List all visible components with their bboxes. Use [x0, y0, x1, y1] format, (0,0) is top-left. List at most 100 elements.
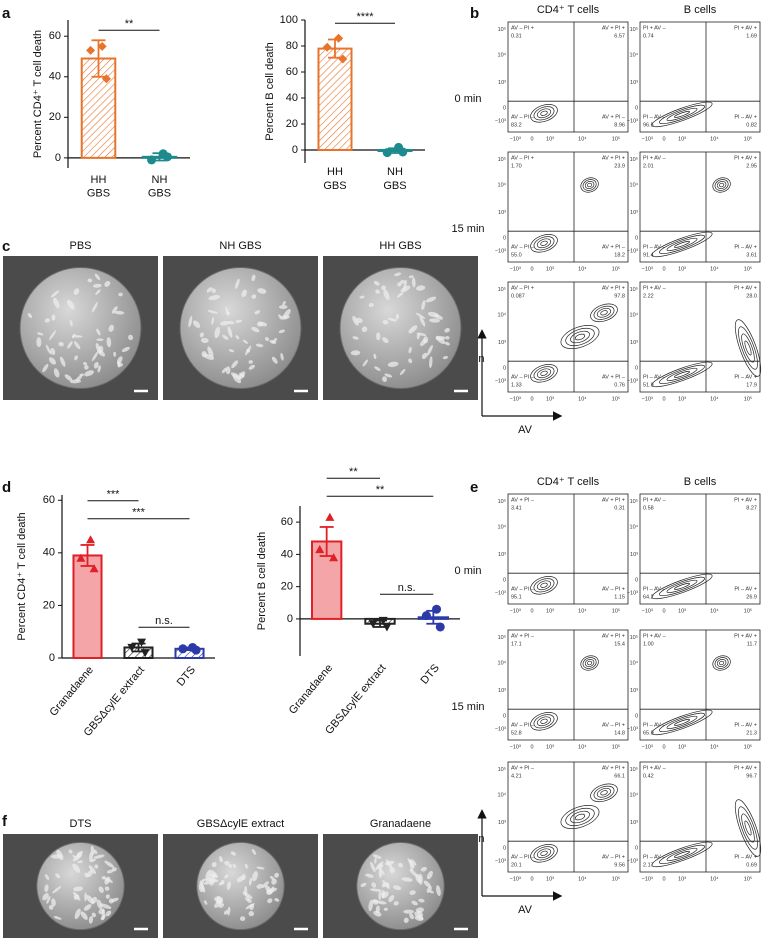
x-tick-label: 10⁵	[744, 743, 752, 750]
x-tick-label: −10³	[642, 266, 653, 272]
quadrant-label: PI + AV –	[643, 633, 667, 639]
sem-texture	[93, 849, 98, 855]
sem-texture	[383, 289, 390, 300]
y-tick-label: 0	[503, 105, 506, 111]
contour	[659, 234, 705, 254]
sem-texture	[104, 860, 115, 868]
x-tick-label: 10⁵	[612, 135, 620, 142]
x-tick-label: 10³	[546, 136, 554, 142]
sem-texture	[53, 916, 62, 920]
sem-texture	[49, 330, 57, 341]
y-tick-label: 10⁵	[630, 156, 638, 163]
y-tick-label: 0	[287, 613, 293, 625]
sem-texture	[235, 335, 240, 340]
sem-texture	[409, 913, 415, 920]
y-tick-label: 60	[49, 30, 61, 42]
sem-cell	[196, 841, 285, 931]
sem-texture	[282, 300, 286, 306]
y-tick-label: −10³	[495, 590, 506, 596]
y-tick-label: 10³	[630, 210, 638, 216]
x-tick-label: 10⁴	[710, 265, 719, 272]
y-tick-label: 20	[286, 118, 298, 130]
y-tick-label: 0	[503, 713, 506, 719]
sem-texture	[100, 914, 106, 921]
sem-texture	[244, 863, 249, 869]
quadrant-label: PI + AV +	[734, 285, 757, 291]
y-tick-label: 100	[280, 14, 298, 26]
sem-texture	[403, 917, 409, 923]
contour	[651, 231, 713, 258]
sem-texture	[88, 915, 94, 924]
sem-texture	[188, 315, 193, 328]
sem-texture	[409, 890, 416, 895]
sem-texture	[49, 357, 56, 365]
sem-texture	[211, 317, 215, 325]
x-tick-label: 10³	[678, 396, 686, 402]
sem-texture	[416, 332, 420, 340]
y-tick-label: 10⁴	[630, 659, 639, 666]
x-tick-label: 10³	[546, 744, 554, 750]
quadrant-value: 97.8	[614, 293, 625, 299]
sem-texture	[365, 873, 374, 878]
sem-texture	[421, 352, 428, 359]
plot-frame	[639, 151, 761, 263]
sem-texture	[418, 898, 425, 903]
x-tick-label: 10³	[546, 608, 554, 614]
sem-texture	[248, 364, 255, 370]
x-tick-label: −10³	[642, 876, 653, 882]
plot-frame	[639, 281, 761, 393]
x-tick-label: 10⁵	[744, 395, 752, 402]
data-point	[382, 148, 392, 158]
y-tick-label: 10⁴	[630, 523, 639, 530]
quadrant-value: 8.96	[614, 122, 625, 128]
sem-texture	[415, 312, 426, 319]
quadrant-value: 96.7	[746, 773, 757, 779]
plot-frame	[639, 493, 761, 605]
column-header: B cells	[684, 4, 717, 16]
y-tick-label: 10³	[498, 552, 506, 558]
sem-texture	[219, 856, 223, 863]
contour	[540, 718, 548, 724]
sem-texture	[74, 341, 81, 350]
sem-texture	[114, 310, 125, 315]
x-tick-label: 10⁴	[578, 135, 587, 142]
y-tick-label: 0	[635, 577, 638, 583]
sem-texture	[350, 350, 361, 356]
sem-texture	[251, 294, 257, 299]
significance-label: ****	[356, 11, 374, 23]
quadrant-value: 3.61	[746, 252, 757, 258]
quadrant-label: AV + PI +	[602, 25, 625, 31]
sem-texture	[128, 334, 134, 341]
contour	[590, 783, 618, 803]
y-tick-label: 0	[635, 365, 638, 371]
y-tick-label: 10⁵	[630, 286, 638, 293]
y-tick-label: 0	[635, 105, 638, 111]
contour	[582, 657, 597, 669]
sem-texture	[245, 903, 255, 910]
sem-texture	[444, 328, 450, 333]
sem-texture	[199, 332, 204, 338]
contour	[540, 370, 548, 376]
x-tick-label: 0	[530, 608, 533, 614]
contour	[587, 182, 593, 188]
x-tick-label: −10³	[642, 744, 653, 750]
y-tick-label: 20	[49, 111, 61, 123]
sem-texture	[355, 317, 363, 324]
x-axis-label: AV	[518, 424, 533, 436]
data-point	[322, 42, 332, 52]
quadrant-value: 17.1	[511, 641, 522, 647]
plot-frame	[639, 629, 761, 741]
contour	[674, 240, 690, 248]
sem-texture	[89, 851, 93, 862]
x-tick-label: −10³	[510, 876, 521, 882]
quadrant-label: PI + AV –	[643, 155, 667, 161]
contour	[738, 806, 758, 850]
quadrant-value: 95.1	[511, 594, 522, 600]
sem-texture	[68, 849, 73, 854]
sem-texture	[368, 899, 374, 912]
sem-texture	[103, 877, 114, 883]
sem-texture	[376, 332, 381, 341]
sem-texture	[74, 355, 78, 361]
x-tick-label: NH GBS	[383, 166, 406, 192]
sem-texture	[408, 358, 413, 364]
